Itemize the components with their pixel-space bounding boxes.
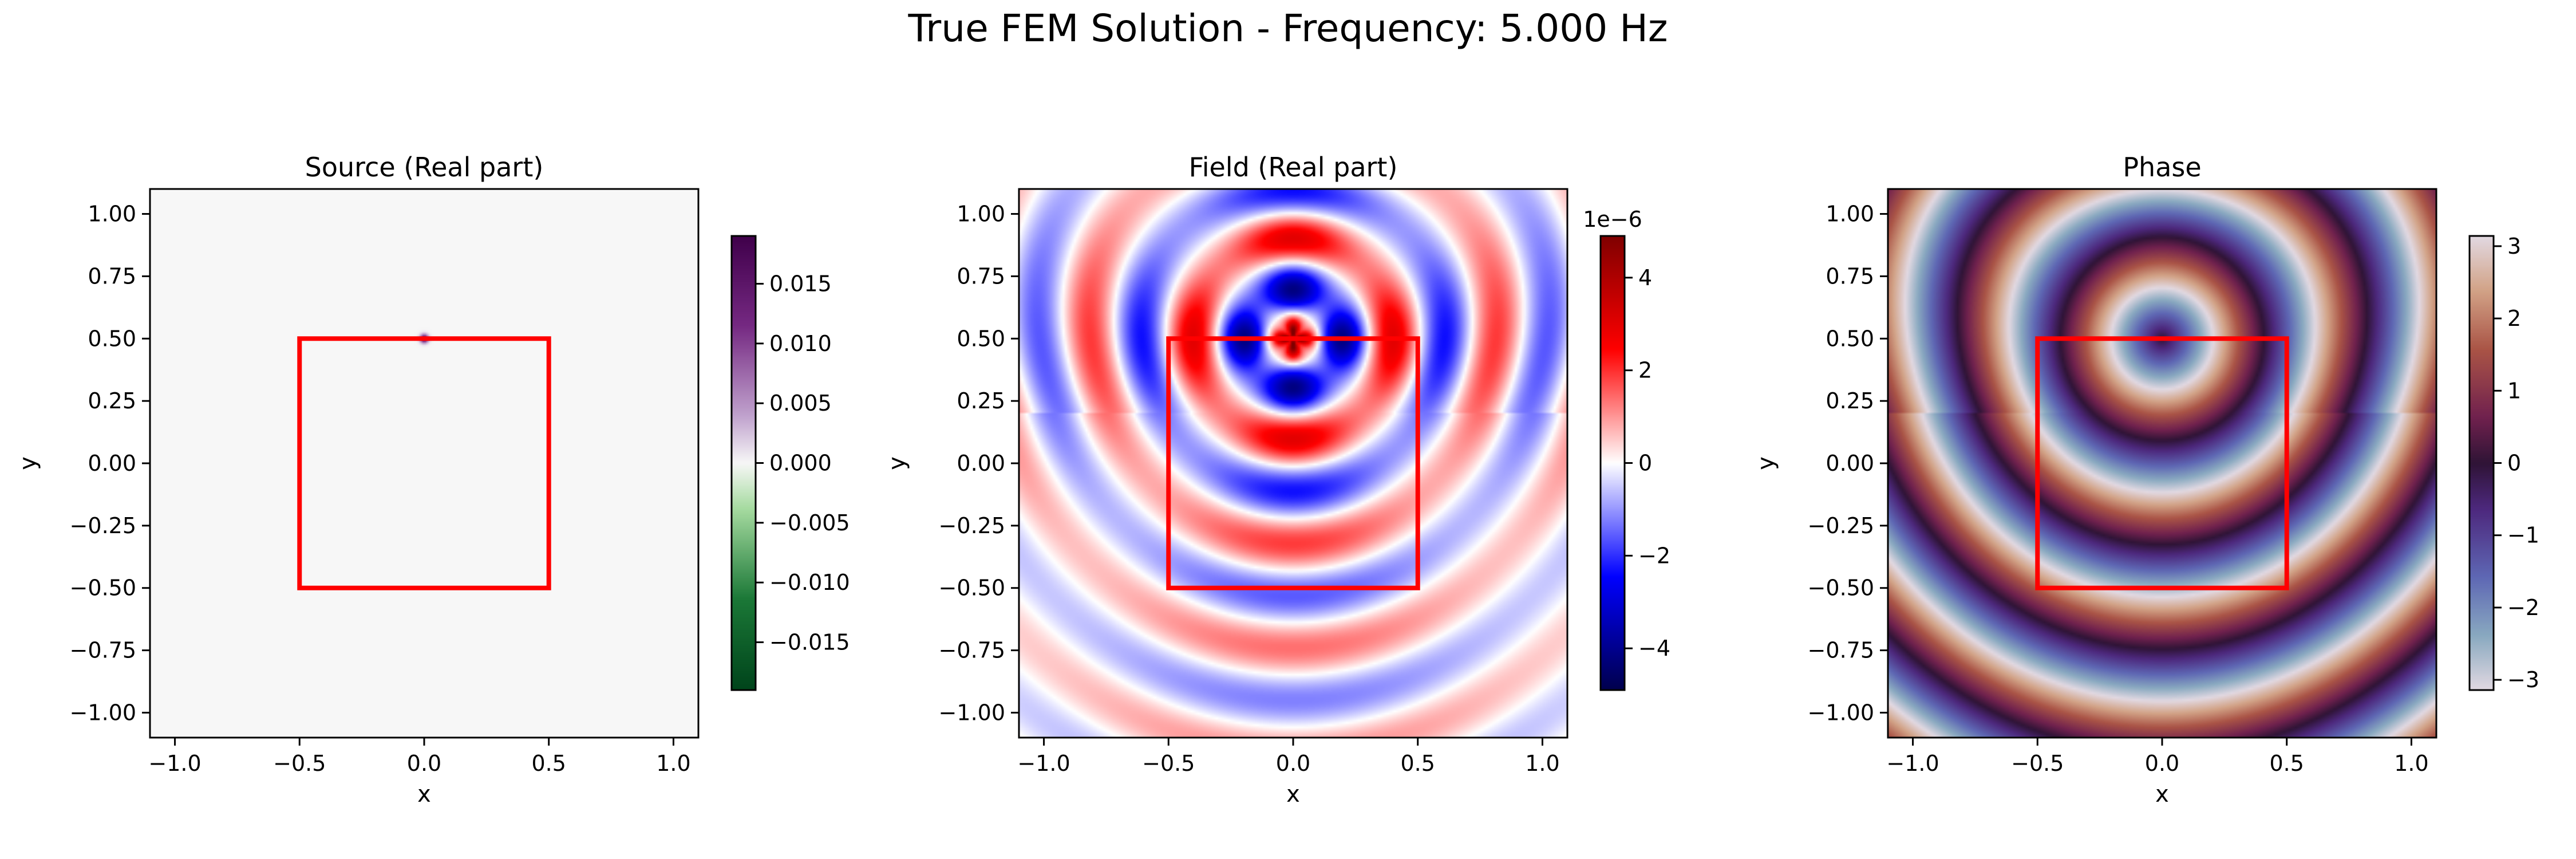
panel-1: Field (Real part) −1.0 −0.5 0.0 0.5 1.0 x 1.00 0…	[884, 152, 1670, 807]
colorbar: 0.015 0.010 0.005 0.000 −0.005 −0.010 −0.015	[730, 235, 850, 691]
heatmap-image	[1888, 189, 2436, 738]
colorbar-tick-label: 0	[1638, 451, 1652, 476]
x-tick-label: −0.5	[273, 751, 326, 776]
y-tick-label: 0.50	[1826, 326, 1874, 351]
y-tick-label: 0.00	[1826, 451, 1874, 476]
y-tick-label: −0.75	[70, 638, 136, 663]
x-axis-label: x	[1286, 781, 1300, 807]
panels: Source (Real part)−1.0 −0.5 0.0 0.5 1.0x1.00…	[15, 152, 2539, 807]
x-tick-label: −1.0	[148, 751, 201, 776]
colorbar-gradient	[1601, 236, 1625, 690]
y-tick-label: −0.75	[939, 638, 1005, 663]
x-tick-label: −0.5	[1142, 751, 1195, 776]
y-tick-label: 0.25	[957, 388, 1005, 413]
colorbar-tick-label: 3	[2507, 234, 2521, 259]
panel-title: Field (Real part)	[1189, 152, 1398, 183]
y-tick-label: 0.25	[1826, 388, 1874, 413]
y-axis-label: y	[15, 456, 41, 470]
colorbar-tick-label: −2	[2507, 595, 2539, 620]
heatmap-image	[150, 189, 698, 738]
colorbar-tick-label: 0.000	[769, 451, 832, 476]
y-tick-label: 0.00	[88, 451, 136, 476]
colorbar: 4 2 0 −2 −4 1e−6	[1583, 207, 1670, 691]
x-tick-label: −1.0	[1017, 751, 1070, 776]
x-tick-label: 0.0	[2145, 751, 2179, 776]
y-tick-label: −1.00	[70, 700, 136, 725]
colorbar-tick-label: −0.005	[769, 510, 850, 535]
panel-title: Phase	[2123, 152, 2201, 183]
heatmap-image	[1019, 189, 1567, 738]
colorbar-gradient	[2470, 236, 2494, 690]
x-tick-label: 0.5	[1401, 751, 1435, 776]
y-tick-label: 0.00	[957, 451, 1005, 476]
colorbar-offset-text: 1e−6	[1583, 207, 1642, 232]
x-tick-label: −1.0	[1886, 751, 1939, 776]
colorbar-tick-label: 0.005	[769, 391, 832, 416]
y-tick-label: 0.50	[88, 326, 136, 351]
colorbar-tick-label: 0	[2507, 451, 2521, 476]
y-tick-label: −0.50	[1808, 576, 1874, 601]
colorbar-tick-label: 2	[2507, 306, 2521, 331]
colorbar-tick-label: 1	[2507, 378, 2521, 403]
y-tick-label: −0.25	[1808, 513, 1874, 538]
colorbar-tick-label: −0.015	[769, 630, 850, 655]
y-tick-label: 0.75	[88, 263, 136, 289]
colorbar-tick-label: −4	[1638, 636, 1670, 661]
domain-box	[2035, 336, 2289, 590]
colorbar-tick-label: −2	[1638, 543, 1670, 568]
domain-box	[297, 336, 551, 590]
y-axis-label: y	[1753, 456, 1779, 470]
panel-title: Source (Real part)	[305, 152, 544, 183]
colorbar-gradient	[732, 236, 756, 690]
y-tick-label: 0.75	[1826, 263, 1874, 289]
x-tick-label: 0.0	[1276, 751, 1310, 776]
y-tick-label: −0.25	[939, 513, 1005, 538]
y-tick-label: 1.00	[1826, 202, 1874, 227]
colorbar-tick-label: 0.015	[769, 271, 832, 296]
panel-0: Source (Real part) −1.0 −0.5 0.0 0.5 1.0 x 1.00…	[15, 152, 850, 807]
y-tick-label: −1.00	[1808, 700, 1874, 725]
domain-box	[1166, 336, 1420, 590]
colorbar-tick-label: −3	[2507, 667, 2539, 692]
y-tick-label: 1.00	[88, 202, 136, 227]
colorbar-tick-label: 4	[1638, 265, 1652, 290]
y-tick-label: −0.75	[1808, 638, 1874, 663]
x-tick-label: 0.5	[532, 751, 566, 776]
colorbar-tick-label: −0.010	[769, 570, 850, 595]
y-tick-label: 0.50	[957, 326, 1005, 351]
x-axis-label: x	[2155, 781, 2169, 807]
y-axis-label: y	[884, 456, 910, 470]
colorbar-tick-label: 2	[1638, 358, 1652, 383]
x-tick-label: 1.0	[1525, 751, 1559, 776]
x-axis-label: x	[417, 781, 431, 807]
colorbar-tick-label: −1	[2507, 523, 2539, 548]
colorbar: 3 2 1 0 −1 −2 −3	[2468, 234, 2539, 692]
y-tick-label: 0.25	[88, 388, 136, 413]
y-tick-label: −0.25	[70, 513, 136, 538]
figure-suptitle: True FEM Solution - Frequency: 5.000 Hz	[908, 6, 1668, 50]
x-tick-label: 0.5	[2270, 751, 2304, 776]
x-tick-label: 0.0	[407, 751, 441, 776]
y-tick-label: 0.75	[957, 263, 1005, 289]
y-tick-label: −1.00	[939, 700, 1005, 725]
x-tick-label: 1.0	[2394, 751, 2428, 776]
y-tick-label: −0.50	[939, 576, 1005, 601]
panel-2: Phase −1.0 −0.5 0.0 0.5 1.0 x 1.00 0.75 0.50 0.25 0…	[1753, 152, 2539, 807]
x-tick-label: −0.5	[2011, 751, 2064, 776]
y-tick-label: −0.50	[70, 576, 136, 601]
x-tick-label: 1.0	[656, 751, 690, 776]
colorbar-tick-label: 0.010	[769, 331, 832, 356]
y-tick-label: 1.00	[957, 202, 1005, 227]
